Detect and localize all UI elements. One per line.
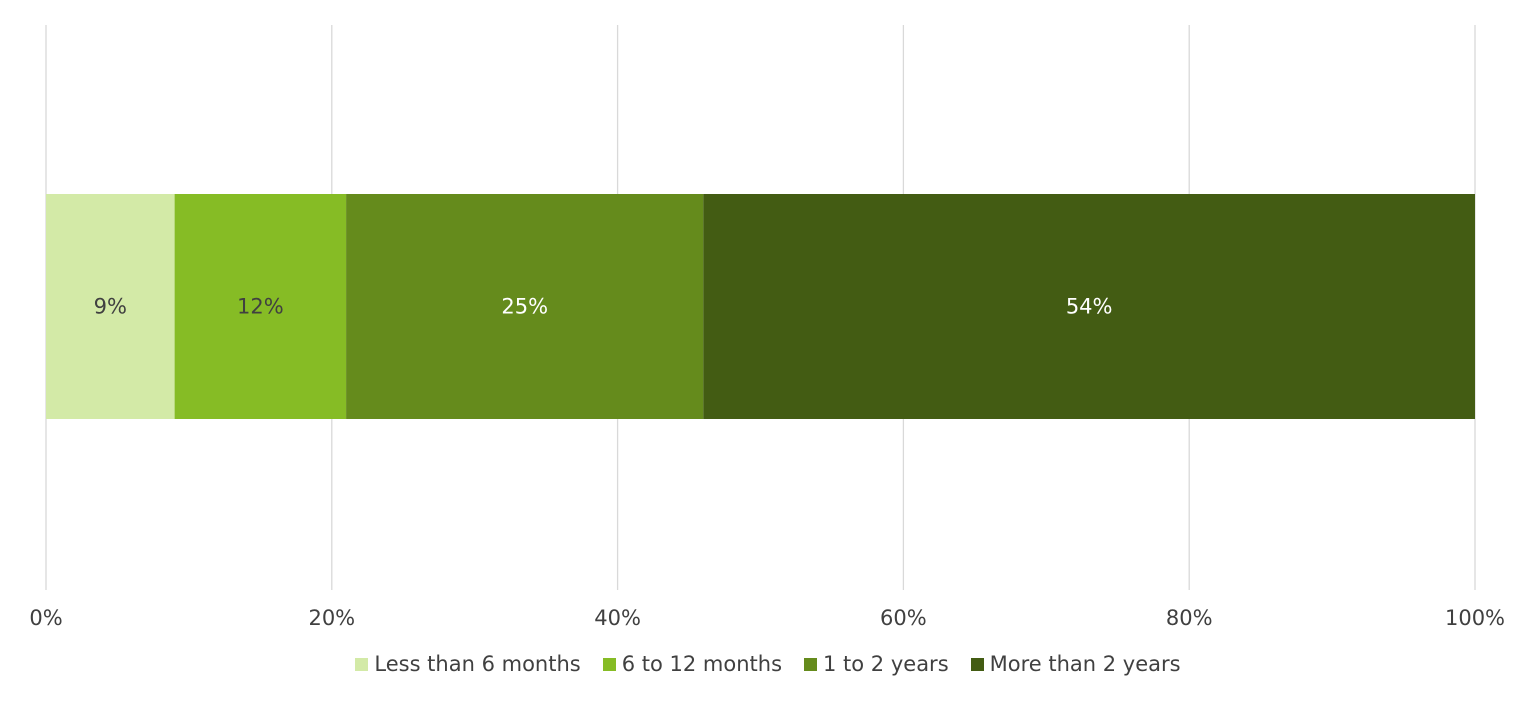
x-tick-label: 0% bbox=[29, 606, 62, 630]
legend-item: 6 to 12 months bbox=[602, 652, 783, 676]
legend-swatch bbox=[970, 657, 984, 671]
x-tick-label: 40% bbox=[594, 606, 641, 630]
data-label: 54% bbox=[1066, 295, 1113, 319]
bar-segment bbox=[346, 194, 704, 419]
legend-label: 6 to 12 months bbox=[621, 652, 783, 676]
chart-plot-area: 0% 20% 40% 60% 80% 100% 9% 12% 25% 54% bbox=[29, 25, 1505, 630]
legend-item: 1 to 2 years bbox=[804, 652, 949, 676]
data-label: 9% bbox=[94, 295, 127, 319]
data-label: 25% bbox=[501, 295, 548, 319]
x-tick-label: 100% bbox=[1445, 606, 1505, 630]
legend-item: More than 2 years bbox=[970, 652, 1181, 676]
x-tick-label: 60% bbox=[880, 606, 927, 630]
chart-legend: Less than 6 months 6 to 12 months 1 to 2 y… bbox=[0, 652, 1536, 676]
legend-label: Less than 6 months bbox=[374, 652, 581, 676]
legend-label: 1 to 2 years bbox=[823, 652, 949, 676]
bar-segment bbox=[46, 194, 175, 419]
legend-item: Less than 6 months bbox=[355, 652, 581, 676]
x-tick-label: 80% bbox=[1166, 606, 1213, 630]
legend-swatch bbox=[355, 657, 369, 671]
bar-segment bbox=[174, 194, 347, 419]
legend-label: More than 2 years bbox=[989, 652, 1181, 676]
legend-swatch bbox=[602, 657, 616, 671]
x-tick-label: 20% bbox=[308, 606, 355, 630]
bar-segment bbox=[703, 194, 1475, 419]
legend-swatch bbox=[804, 657, 818, 671]
data-label: 12% bbox=[237, 295, 284, 319]
